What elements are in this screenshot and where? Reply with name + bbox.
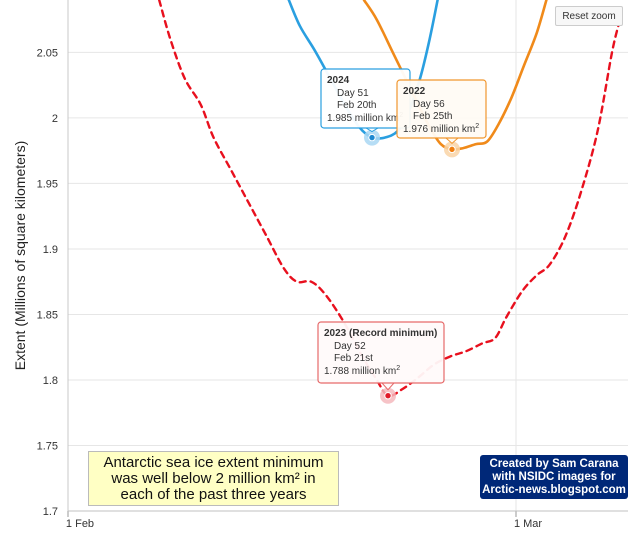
markers	[364, 129, 460, 404]
marker-point-2022	[448, 145, 456, 154]
x-tick-label: 1 Feb	[66, 518, 94, 530]
tooltip-day: Day 56	[413, 99, 445, 110]
marker-point-2023	[384, 391, 392, 400]
note-line: was well below 2 million km² in	[111, 469, 316, 487]
y-tick-label: 1.9	[43, 244, 58, 256]
tooltip-day: Day 52	[334, 341, 366, 352]
axes: 1.7 1.75 1.8 1.85 1.9 1.95 2 2.05 1 Feb 1 Mar Exte…	[12, 0, 628, 530]
tooltip-box	[396, 79, 487, 139]
tooltip-title: 2024	[327, 75, 350, 86]
credit-box: Created by Sam Carana with NSIDC images …	[480, 455, 628, 499]
y-tick-label: 1.7	[43, 506, 58, 518]
y-tick-label: 1.8	[43, 375, 58, 387]
tooltip-date: Feb 21st	[334, 353, 373, 364]
marker-point-2024	[368, 133, 376, 142]
tooltip-day: Day 51	[337, 88, 369, 99]
tooltip-value: 1.788 million km2	[324, 365, 400, 377]
y-tick-label: 2	[52, 113, 58, 125]
y-axis-title: Extent (Millions of square kilometers)	[12, 141, 28, 371]
tooltip-title: 2023 (Record minimum)	[324, 328, 437, 339]
tooltip-date: Feb 20th	[337, 100, 376, 111]
tooltip-date: Feb 25th	[413, 111, 452, 122]
y-tick-label: 1.75	[37, 440, 58, 452]
annotation-note: Antarctic sea ice extent minimum was wel…	[88, 451, 339, 506]
x-tick-label: 1 Mar	[514, 518, 542, 530]
tooltip-box	[317, 321, 445, 384]
superscript-2: 2	[475, 123, 479, 130]
tooltip-value: 1.976 million km2	[403, 123, 479, 135]
y-tick-label: 1.95	[37, 178, 58, 190]
credit-line: with NSIDC images for	[492, 470, 616, 483]
reset-zoom-button[interactable]: Reset zoom	[555, 6, 623, 26]
series-line-2023	[158, 0, 622, 398]
tooltip-title: 2022	[403, 86, 426, 97]
note-line: Antarctic sea ice extent minimum	[103, 453, 324, 471]
y-tick-label: 1.85	[37, 309, 58, 321]
y-tick-label: 2.05	[37, 47, 58, 59]
note-line: each of the past three years	[120, 485, 307, 503]
credit-line: Arctic-news.blogspot.com	[482, 483, 626, 496]
credit-line: Created by Sam Carana	[489, 457, 619, 470]
tooltip-pointer	[380, 382, 396, 391]
tooltip-value: 1.985 million km2	[327, 112, 403, 124]
superscript-2: 2	[396, 365, 400, 372]
